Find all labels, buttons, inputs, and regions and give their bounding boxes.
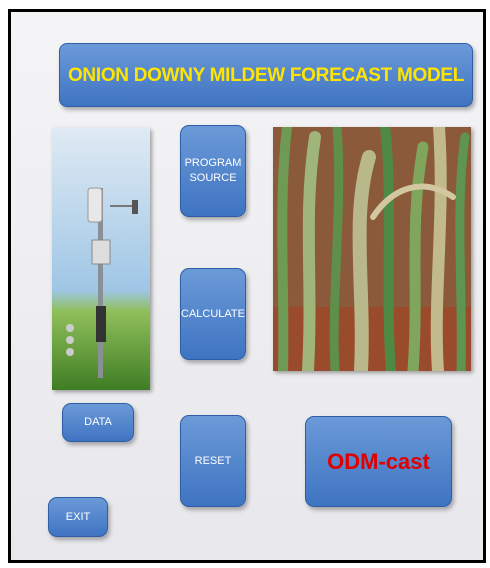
- exit-button[interactable]: EXIT: [48, 497, 108, 537]
- weather-station-image: [52, 128, 150, 390]
- page: ONION DOWNY MILDEW FORECAST MODEL PROGRA…: [0, 0, 490, 568]
- onion-field-image: [273, 127, 471, 371]
- data-button[interactable]: DATA: [62, 403, 134, 442]
- title-banner: ONION DOWNY MILDEW FORECAST MODEL: [59, 43, 473, 107]
- reset-button[interactable]: RESET: [180, 415, 246, 507]
- app-window: ONION DOWNY MILDEW FORECAST MODEL PROGRA…: [8, 9, 486, 563]
- program-source-button[interactable]: PROGRAM SOURCE: [180, 125, 246, 217]
- odm-cast-button[interactable]: ODM-cast: [305, 416, 452, 507]
- calculate-button[interactable]: CALCULATE: [180, 268, 246, 360]
